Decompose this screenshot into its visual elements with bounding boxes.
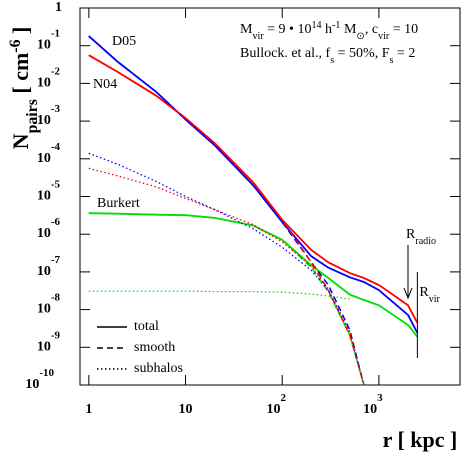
tick-base: 10 [37, 226, 51, 241]
tick-base: 10 [25, 377, 39, 392]
tick-exponent: -3 [51, 103, 61, 115]
line-subhalos [88, 290, 350, 300]
tick-exponent: -8 [51, 291, 61, 303]
tick-base: 10 [363, 402, 377, 417]
text-part: = 9 • 10 [264, 22, 312, 37]
tick-label: 10-10 [25, 367, 54, 393]
text-part: = 50%, F [334, 46, 390, 61]
curve-label: D05 [112, 34, 136, 49]
tick-label: 10-6 [37, 216, 61, 242]
subscript: vir [378, 31, 390, 42]
tick-base: 10 [37, 189, 51, 204]
text-part: r [ kpc ] [383, 427, 458, 452]
text-part: , c [365, 22, 378, 37]
line-smooth [88, 54, 365, 386]
tick-exponent: -10 [39, 367, 54, 379]
tick-base: 10 [37, 340, 51, 355]
text-part: M [340, 22, 357, 37]
tick-exponent: -5 [51, 178, 61, 190]
tick-base: 10 [37, 264, 51, 279]
marker-label-sub: radio [415, 236, 436, 247]
text-part: M [240, 22, 253, 37]
text-part: [ cm [8, 53, 33, 99]
marker-label: Rvir [419, 285, 440, 305]
tick-label: 10-4 [37, 140, 61, 166]
tick-label: 103 [363, 392, 383, 418]
annotation: Bullock. et al., fs = 50%, Fs = 2 [240, 46, 415, 66]
text-part: = 2 [393, 46, 415, 61]
tick-exponent: -6 [51, 216, 61, 228]
tick-label: 10-5 [37, 178, 61, 204]
tick-label: 10-7 [37, 253, 61, 279]
y-axis-label: Npairs [ cm-6 ] [7, 27, 41, 150]
marker-label: Rradio [406, 227, 436, 247]
tick-label: 102 [266, 392, 286, 418]
line-subhalos [88, 152, 365, 386]
tick-exponent: -1 [51, 27, 60, 39]
curve-label: N04 [93, 77, 117, 92]
tick-exponent: -2 [51, 65, 61, 77]
text-part: Bullock. et al., f [240, 46, 331, 61]
line-smooth [88, 212, 365, 386]
marker-label-main: R [419, 285, 429, 300]
text-part: N [8, 133, 33, 149]
annotation: Mvir = 9 • 1014 h-1 M⊙, cvir = 10 [240, 20, 418, 42]
curve-label: Burkert [97, 196, 140, 211]
text-part: = 10 [389, 22, 418, 37]
superscript: -1 [332, 20, 340, 31]
tick-label: 1 [55, 0, 62, 15]
tick-label: 10 [179, 402, 193, 417]
tick-exponent: 3 [377, 392, 383, 404]
tick-base: 10 [37, 151, 51, 166]
legend-label: subhalos [134, 361, 183, 376]
tick-exponent: -4 [51, 140, 61, 152]
text-part: h [322, 22, 333, 37]
subscript: s [330, 55, 334, 66]
tick-base: 10 [37, 38, 51, 53]
tick-exponent: -7 [51, 253, 61, 265]
marker-arrowhead [403, 287, 413, 300]
tick-base: 10 [37, 113, 51, 128]
tick-label: 10-1 [37, 27, 60, 53]
text-part: ] [8, 27, 33, 40]
tick-exponent: -9 [51, 329, 61, 341]
subscript: pairs [24, 99, 41, 133]
subscript: ⊙ [356, 31, 364, 42]
line-smooth [88, 35, 365, 386]
tick-label: 10-9 [37, 329, 61, 355]
legend-label: total [134, 319, 159, 334]
tick-label: 10-3 [37, 103, 61, 129]
tick-base: 10 [37, 302, 51, 317]
subscript: s [389, 55, 393, 66]
marker-label-sub: vir [429, 294, 441, 305]
tick-exponent: 2 [280, 392, 286, 404]
subscript: vir [252, 31, 264, 42]
superscript: 14 [311, 20, 321, 31]
superscript: -6 [7, 39, 24, 52]
x-axis-label: r [ kpc ] [383, 427, 458, 452]
line-total [88, 54, 419, 324]
tick-label: 10-2 [37, 65, 61, 91]
tick-label: 10-8 [37, 291, 61, 317]
tick-base: 10 [37, 76, 51, 91]
line-subhalos [88, 167, 365, 386]
marker-label-main: R [406, 227, 416, 242]
tick-label: 1 [85, 402, 92, 417]
legend-label: smooth [134, 340, 175, 355]
tick-base: 10 [266, 402, 280, 417]
